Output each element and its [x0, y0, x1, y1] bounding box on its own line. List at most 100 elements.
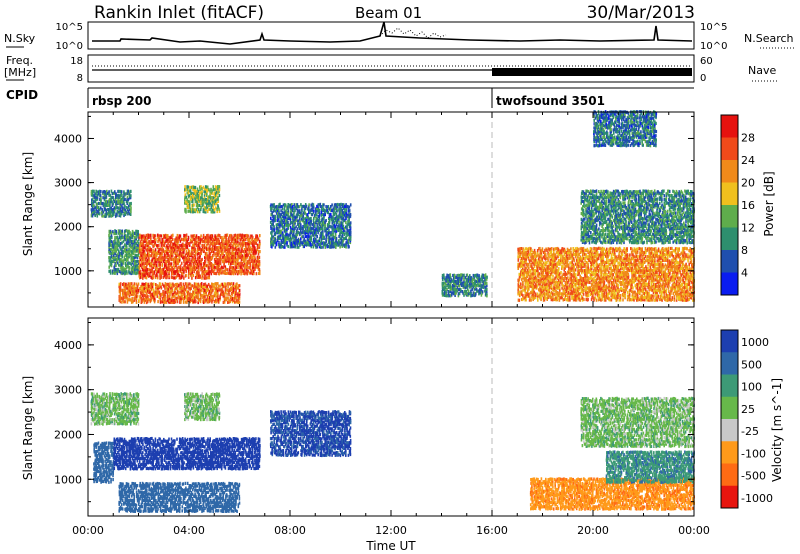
- data-cell: [192, 292, 195, 296]
- data-cell: [186, 284, 188, 289]
- data-cell: [462, 291, 464, 295]
- data-cell: [258, 255, 261, 259]
- data-cell: [441, 281, 444, 285]
- beam-label: Beam 01: [355, 4, 422, 22]
- data-cell: [254, 241, 256, 245]
- data-cell: [205, 286, 208, 290]
- data-cell: [186, 266, 189, 270]
- data-cell: [130, 286, 132, 291]
- data-cell: [189, 267, 192, 271]
- data-cell: [198, 193, 201, 197]
- data-cell: [113, 271, 115, 275]
- data-cell: [200, 191, 202, 195]
- data-cell: [297, 237, 300, 241]
- data-cell: [117, 251, 120, 255]
- data-cell: [118, 194, 121, 198]
- data-cell: [204, 190, 207, 194]
- data-cell: [456, 287, 459, 292]
- data-cell: [308, 221, 310, 225]
- data-cell: [223, 300, 226, 304]
- data-cell: [118, 196, 121, 200]
- data-cell: [553, 269, 555, 273]
- data-cell: [127, 212, 130, 216]
- data-cell: [274, 205, 277, 209]
- data-cell: [91, 189, 94, 193]
- data-cell: [348, 231, 351, 235]
- data-cell: [121, 204, 123, 208]
- data-cell: [254, 252, 256, 256]
- data-cell: [203, 240, 206, 244]
- data-cell: [521, 271, 524, 275]
- data-cell: [244, 237, 247, 241]
- data-cell: [227, 282, 229, 286]
- data-cell: [132, 246, 135, 250]
- data-cell: [182, 274, 184, 278]
- data-cell: [237, 256, 239, 260]
- data-cell: [159, 257, 161, 262]
- data-cell: [156, 260, 158, 264]
- data-cell: [302, 204, 305, 208]
- data-cell: [186, 239, 189, 244]
- data-cell: [119, 212, 121, 216]
- data-cell: [246, 252, 248, 256]
- data-cell: [289, 218, 292, 222]
- data-cell: [328, 214, 331, 218]
- data-cell: [225, 282, 227, 286]
- data-cell: [173, 294, 175, 298]
- data-cell: [552, 280, 554, 284]
- data-cell: [554, 276, 556, 280]
- data-cell: [230, 259, 232, 263]
- data-cell: [173, 250, 175, 254]
- data-cell: [448, 294, 451, 298]
- data-cell: [119, 242, 122, 246]
- data-cell: [293, 219, 295, 223]
- data-cell: [134, 241, 136, 245]
- data-cell: [212, 200, 215, 204]
- data-cell: [146, 286, 148, 290]
- data-cell: [241, 267, 244, 271]
- data-cell: [207, 288, 210, 292]
- data-cell: [164, 286, 166, 290]
- data-cell: [257, 259, 259, 263]
- data-cell: [127, 286, 130, 290]
- data-cell: [292, 235, 294, 239]
- data-cell: [347, 215, 349, 219]
- data-cell: [189, 257, 191, 262]
- data-cell: [213, 251, 215, 255]
- data-cell: [286, 237, 288, 241]
- data-cell: [126, 245, 128, 249]
- data-cell: [170, 298, 172, 302]
- data-cell: [520, 261, 523, 265]
- data-cell: [127, 198, 130, 202]
- data-cell: [532, 280, 534, 284]
- data-cell: [153, 235, 155, 240]
- data-cell: [114, 236, 116, 240]
- data-cell: [343, 232, 346, 237]
- data-cell: [215, 199, 217, 204]
- data-cell: [207, 233, 209, 237]
- data-cell: [456, 281, 458, 285]
- data-cell: [162, 240, 165, 244]
- data-cell: [111, 202, 114, 206]
- data-cell: [122, 269, 125, 273]
- data-cell: [292, 224, 294, 229]
- data-cell: [542, 292, 545, 296]
- data-cell: [523, 270, 526, 274]
- data-cell: [548, 247, 550, 251]
- data-cell: [237, 270, 240, 274]
- data-cell: [234, 240, 237, 244]
- data-cell: [274, 214, 277, 219]
- data-cell: [133, 249, 135, 253]
- data-cell: [448, 278, 451, 282]
- data-cell: [190, 284, 193, 288]
- data-cell: [241, 269, 243, 273]
- data-cell: [554, 247, 556, 251]
- data-cell: [123, 236, 126, 240]
- data-cell: [284, 239, 287, 243]
- data-cell: [221, 243, 223, 247]
- data-cell: [460, 275, 462, 279]
- data-cell: [338, 225, 340, 229]
- data-cell: [345, 231, 347, 235]
- data-cell: [228, 271, 231, 276]
- data-cell: [153, 254, 155, 258]
